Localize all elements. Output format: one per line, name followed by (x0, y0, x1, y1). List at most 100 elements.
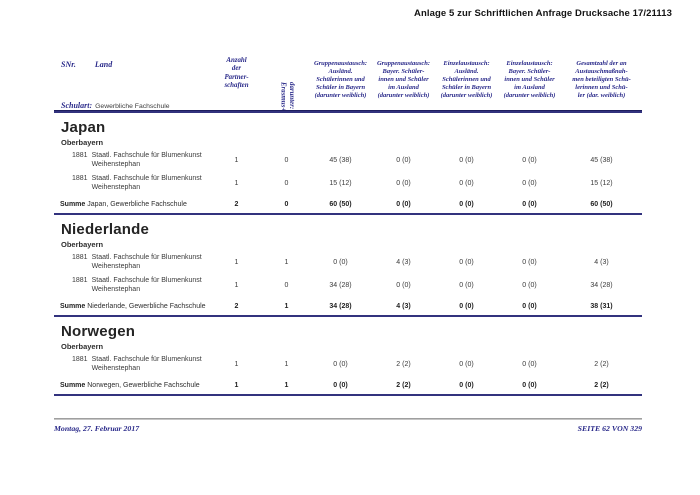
sum-gesamt: 38 (31) (590, 302, 613, 310)
sum-erasmus: 1 (284, 381, 289, 389)
column-header-einzelaustausch-bayern: Einzelaustausch: Ausländ. Schülerinnen u… (440, 60, 493, 100)
schulart-value: Gewerbliche Fachschule (95, 103, 170, 110)
table-row: 1881 Staatl. Fachschule für Blumenkunst … (54, 151, 642, 170)
school-snr: 1881 (72, 355, 88, 363)
erasmus-column-header-cell: darunter: Erasmus+ (264, 54, 309, 111)
erasmus-value: 0 (284, 156, 289, 164)
sum-label: Summe (60, 200, 86, 208)
school-snr: 1881 (72, 174, 88, 182)
country-heading: Norwegen (61, 322, 136, 340)
sum-einzel-bayern: 0 (0) (459, 302, 474, 310)
footer-divider-rule (54, 418, 642, 420)
partnerships-column-header: Anzahl der Partner- schaften (224, 57, 249, 90)
footer-page-number: SEITE 62 VON 329 (577, 424, 642, 433)
gruppe-ausland-value: 0 (0) (396, 156, 411, 164)
table-body: Japan Oberbayern 1881 Staatl. Fachschule… (54, 113, 642, 396)
region-heading: Oberbayern (61, 239, 104, 249)
sum-row: Summe Norwegen, Gewerbliche Fachschule 1… (54, 379, 642, 396)
section-japan: Japan Oberbayern 1881 Staatl. Fachschule… (54, 119, 642, 215)
gruppe-bayern-value: 45 (38) (329, 156, 352, 164)
document-header: Anlage 5 zur Schriftlichen Anfrage Druck… (414, 8, 672, 19)
section-norwegen: Norwegen Oberbayern 1881 Staatl. Fachsch… (54, 323, 642, 396)
school-name: Staatl. Fachschule für Blumenkunst Weihe… (91, 253, 202, 271)
sum-gruppe-bayern: 0 (0) (333, 381, 348, 389)
erasmus-value: 0 (284, 179, 289, 187)
einzel-ausland-value: 0 (0) (522, 258, 537, 266)
sum-einzel-ausland: 0 (0) (522, 200, 537, 208)
table-header-name-cell: SNr. Land Schulart: Gewerbliche Fachschu… (54, 54, 209, 111)
einzel-ausland-value: 0 (0) (522, 360, 537, 368)
partnerships-value: 1 (234, 281, 239, 289)
region-heading: Oberbayern (61, 138, 104, 147)
partnerships-value: 1 (234, 360, 239, 368)
school-name: Staatl. Fachschule für Blumenkunst Weihe… (91, 152, 202, 169)
column-header-gruppenaustausch-ausland: Gruppenaustausch: Bayer. Schüler- innen … (376, 60, 431, 100)
gesamt-value: 34 (28) (590, 281, 613, 289)
partnerships-value: 1 (234, 156, 239, 164)
gruppe-ausland-value: 0 (0) (396, 179, 411, 187)
school-name: Staatl. Fachschule für Blumenkunst Weihe… (91, 174, 202, 192)
column-header-gesamtzahl: Gesamtzahl der an Austauschmaßnah- men b… (572, 60, 631, 100)
gruppe-ausland-value: 4 (3) (396, 258, 411, 266)
sum-label: Summe (60, 381, 86, 389)
einzel-bayern-value: 0 (0) (459, 156, 474, 164)
country-heading: Japan (61, 119, 106, 136)
table-row: 1881 Staatl. Fachschule für Blumenkunst … (54, 276, 642, 295)
einzel-bayern-value: 0 (0) (459, 258, 474, 266)
sum-einzel-ausland: 0 (0) (522, 302, 537, 310)
sum-erasmus: 1 (284, 302, 289, 310)
einzel-ausland-value: 0 (0) (522, 156, 537, 164)
page-footer: Montag, 27. Februar 2017 SEITE 62 VON 32… (54, 418, 642, 433)
school-name: Staatl. Fachschule für Blumenkunst Weihe… (91, 355, 202, 373)
partnerships-value: 1 (234, 179, 239, 187)
header-divider-rule (54, 110, 642, 113)
gruppe-ausland-value: 0 (0) (396, 281, 411, 289)
table-row: 1881 Staatl. Fachschule für Blumenkunst … (54, 174, 642, 193)
sum-partnerships: 2 (234, 302, 239, 310)
gruppe-bayern-value: 34 (28) (329, 281, 352, 289)
gruppe-bayern-value: 15 (12) (329, 179, 352, 187)
sum-label: Summe (60, 302, 86, 310)
gruppe-ausland-value: 2 (2) (396, 360, 411, 368)
snr-column-label: SNr. (61, 60, 76, 69)
gesamt-value: 4 (3) (594, 258, 609, 266)
school-snr: 1881 (72, 276, 88, 284)
sum-gruppe-ausland: 4 (3) (396, 302, 411, 310)
erasmus-value: 0 (284, 281, 289, 289)
gesamt-value: 45 (38) (590, 156, 613, 164)
gruppe-bayern-value: 0 (0) (333, 360, 348, 368)
sum-partnerships: 2 (234, 200, 239, 208)
gesamt-value: 15 (12) (590, 179, 613, 187)
country-heading: Niederlande (61, 220, 150, 238)
footer-date: Montag, 27. Februar 2017 (54, 424, 140, 433)
gesamt-value: 2 (2) (594, 360, 609, 368)
sum-einzel-bayern: 0 (0) (459, 200, 474, 208)
table-row: 1881 Staatl. Fachschule für Blumenkunst … (54, 355, 642, 374)
einzel-bayern-value: 0 (0) (459, 360, 474, 368)
sum-description: Japan, Gewerbliche Fachschule (87, 200, 187, 208)
sum-einzel-bayern: 0 (0) (459, 381, 474, 389)
table-row: 1881 Staatl. Fachschule für Blumenkunst … (54, 253, 642, 272)
sum-description: Niederlande, Gewerbliche Fachschule (87, 302, 206, 310)
sum-gruppe-bayern: 34 (28) (329, 302, 352, 310)
partnerships-value: 1 (234, 258, 239, 266)
einzel-ausland-value: 0 (0) (522, 179, 537, 187)
column-header-einzelaustausch-ausland: Einzelaustausch: Bayer. Schüler- innen u… (503, 60, 556, 100)
einzel-ausland-value: 0 (0) (522, 281, 537, 289)
school-name: Staatl. Fachschule für Blumenkunst Weihe… (91, 276, 202, 294)
erasmus-column-header: darunter: Erasmus+ (279, 81, 296, 111)
sum-gesamt: 2 (2) (594, 381, 609, 389)
section-niederlande: Niederlande Oberbayern 1881 Staatl. Fach… (54, 221, 642, 317)
column-header-gruppenaustausch-bayern: Gruppenaustausch: Ausländ. Schülerinnen … (313, 60, 368, 100)
sum-row: Summe Niederlande, Gewerbliche Fachschul… (54, 300, 642, 317)
sum-gruppe-bayern: 60 (50) (329, 200, 352, 208)
sum-row: Summe Japan, Gewerbliche Fachschule 2 0 … (54, 198, 642, 215)
schulart-label: Schulart: (61, 101, 93, 110)
table-header: SNr. Land Schulart: Gewerbliche Fachschu… (54, 54, 642, 111)
sum-erasmus: 0 (284, 200, 289, 208)
school-snr: 1881 (72, 253, 88, 261)
gruppe-bayern-value: 0 (0) (333, 258, 348, 266)
land-column-label: Land (94, 60, 113, 69)
erasmus-value: 1 (284, 360, 289, 368)
